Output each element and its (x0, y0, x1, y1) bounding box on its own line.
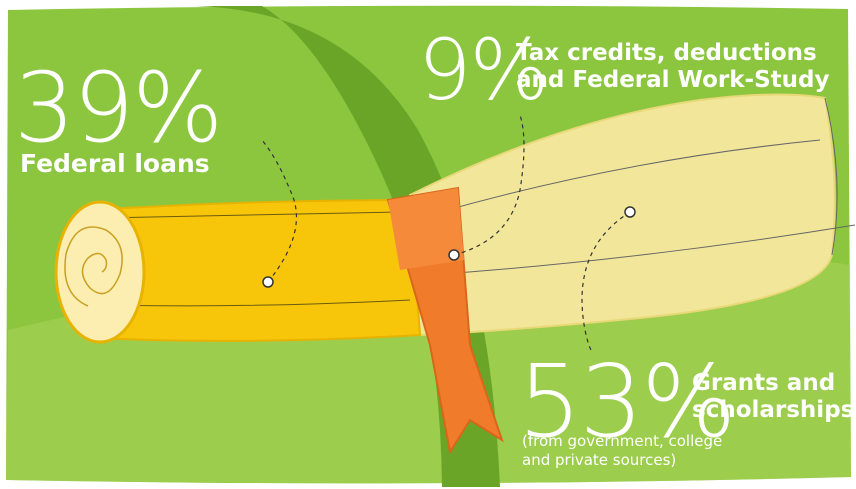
label-federal-loans: Federal loans (20, 149, 210, 178)
marker-dot-9 (448, 249, 460, 261)
label-grants-line1: Grants and (692, 370, 836, 396)
scroll-spiral (64, 226, 123, 307)
label-tax-credits-line1: Tax credits, deductions (516, 40, 817, 66)
grants-source-note-line2: and private sources) (522, 450, 677, 469)
label-tax-credits: Tax credits, deductions and Federal Work… (516, 40, 830, 94)
label-grants: Grants and scholarships (692, 370, 854, 424)
scroll-end (54, 200, 146, 344)
leader-line-39 (261, 139, 297, 283)
percent-grants: 53% (518, 343, 736, 460)
leader-line-53 (581, 211, 631, 353)
percent-federal-loans: 39% (14, 52, 223, 164)
marker-dot-39 (262, 276, 274, 288)
marker-dot-53 (624, 206, 636, 218)
label-tax-credits-line2: and Federal Work-Study (516, 67, 830, 94)
ribbon-wrap (388, 188, 464, 270)
label-grants-line2: scholarships (692, 397, 855, 424)
leader-line-9 (453, 114, 525, 256)
grants-source-note: (from government, college and private so… (522, 432, 722, 470)
scroll-line (429, 139, 821, 216)
scroll-line (99, 211, 401, 219)
scroll-light-section (408, 93, 836, 337)
percent-tax-credits: 9% (418, 21, 549, 119)
grants-source-note-line1: (from government, college (522, 432, 723, 450)
scroll-line (429, 224, 856, 276)
scroll-edge (824, 97, 838, 256)
scroll-line (109, 299, 411, 307)
